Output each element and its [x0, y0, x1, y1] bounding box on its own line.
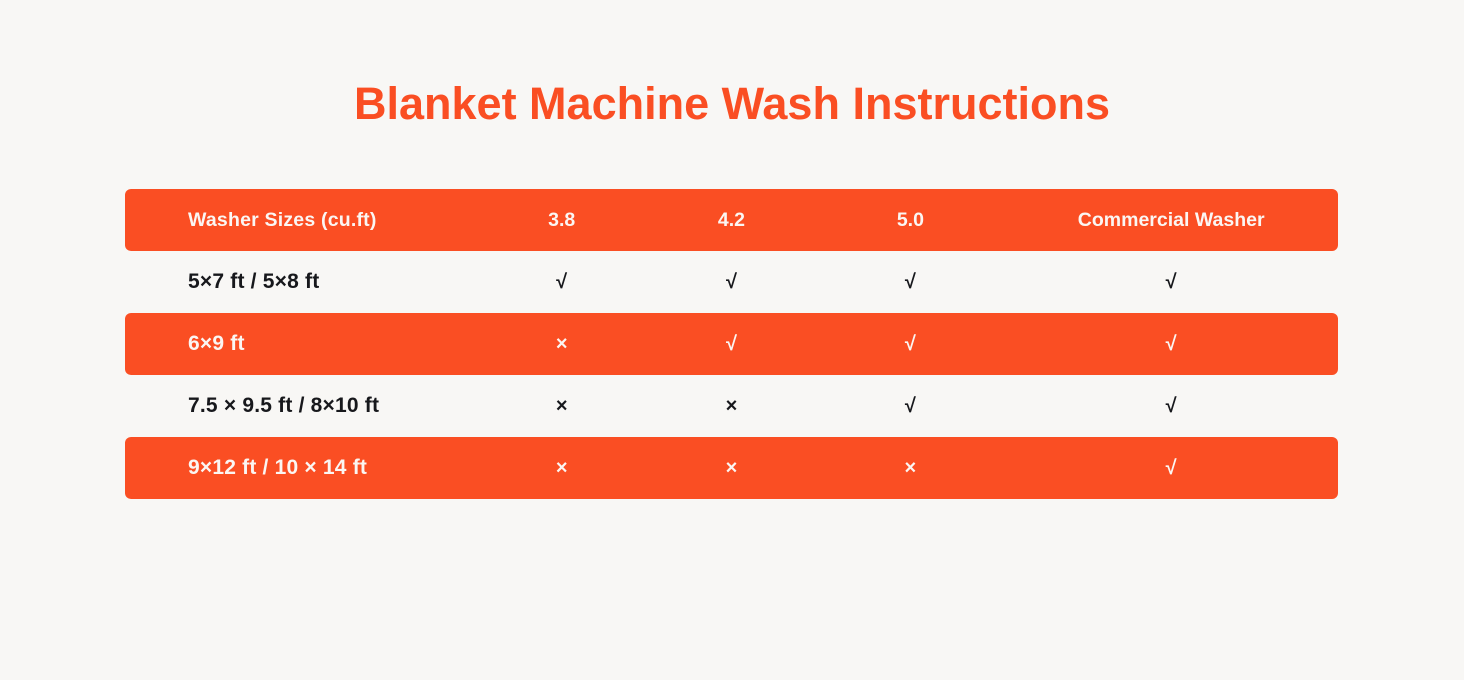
- check-mark: √: [1165, 456, 1177, 479]
- value-cell: ×: [816, 457, 1004, 480]
- value-cell: √: [647, 333, 817, 356]
- column-header: 4.2: [717, 208, 746, 231]
- table-row: 6×9 ft × √ √ √: [125, 313, 1338, 376]
- value-cell: √: [477, 271, 647, 294]
- check-mark: √: [904, 270, 916, 293]
- check-mark: √: [1165, 332, 1177, 355]
- cross-mark: ×: [555, 456, 568, 479]
- value-cell: √: [816, 271, 1004, 294]
- column-header: 3.8: [548, 208, 576, 231]
- value-cell: √: [816, 333, 1004, 356]
- check-mark: √: [725, 270, 737, 293]
- value-cell: √: [816, 395, 1004, 418]
- check-mark: √: [1165, 270, 1177, 293]
- value-cell: √: [1004, 271, 1338, 294]
- check-mark: √: [1165, 394, 1177, 417]
- table-body: 5×7 ft / 5×8 ft √ √ √ √ 6×9 ft × √ √ √ 7.5 × 9.5 f…: [125, 251, 1338, 500]
- cross-mark: ×: [904, 456, 917, 479]
- value-cell: ×: [477, 457, 647, 480]
- table-header-row: Washer Sizes (cu.ft) 3.8 4.2 5.0 Commercial …: [125, 189, 1338, 252]
- value-cell: √: [1004, 333, 1338, 356]
- check-mark: √: [725, 332, 737, 355]
- cross-mark: ×: [555, 394, 568, 417]
- page-title: Blanket Machine Wash Instructions: [354, 78, 1110, 129]
- wash-instructions-table: Washer Sizes (cu.ft) 3.8 4.2 5.0 Commercial …: [125, 189, 1338, 500]
- check-mark: √: [904, 394, 916, 417]
- row-label: 9×12 ft / 10 × 14 ft: [188, 456, 368, 480]
- value-cell: √: [647, 271, 817, 294]
- row-label: 5×7 ft / 5×8 ft: [188, 270, 320, 294]
- check-mark: √: [904, 332, 916, 355]
- cross-mark: ×: [725, 394, 738, 417]
- column-header-washer-sizes: Washer Sizes (cu.ft): [188, 208, 377, 231]
- check-mark: √: [556, 270, 568, 293]
- cross-mark: ×: [725, 456, 738, 479]
- table-row: 7.5 × 9.5 ft / 8×10 ft × × √ √: [125, 375, 1338, 437]
- value-cell: √: [1004, 457, 1338, 480]
- value-cell: ×: [477, 333, 647, 356]
- value-cell: ×: [477, 395, 647, 418]
- row-label: 7.5 × 9.5 ft / 8×10 ft: [188, 394, 380, 418]
- value-cell: ×: [647, 457, 817, 480]
- cross-mark: ×: [555, 332, 568, 355]
- value-cell: ×: [647, 395, 817, 418]
- table-row: 9×12 ft / 10 × 14 ft × × × √: [125, 437, 1338, 500]
- value-cell: √: [1004, 395, 1338, 418]
- table-row: 5×7 ft / 5×8 ft √ √ √ √: [125, 251, 1338, 313]
- page: Blanket Machine Wash Instructions Washer…: [0, 78, 1464, 500]
- column-header: 5.0: [896, 208, 924, 231]
- row-label: 6×9 ft: [188, 332, 245, 356]
- column-header: Commercial Washer: [1077, 208, 1265, 231]
